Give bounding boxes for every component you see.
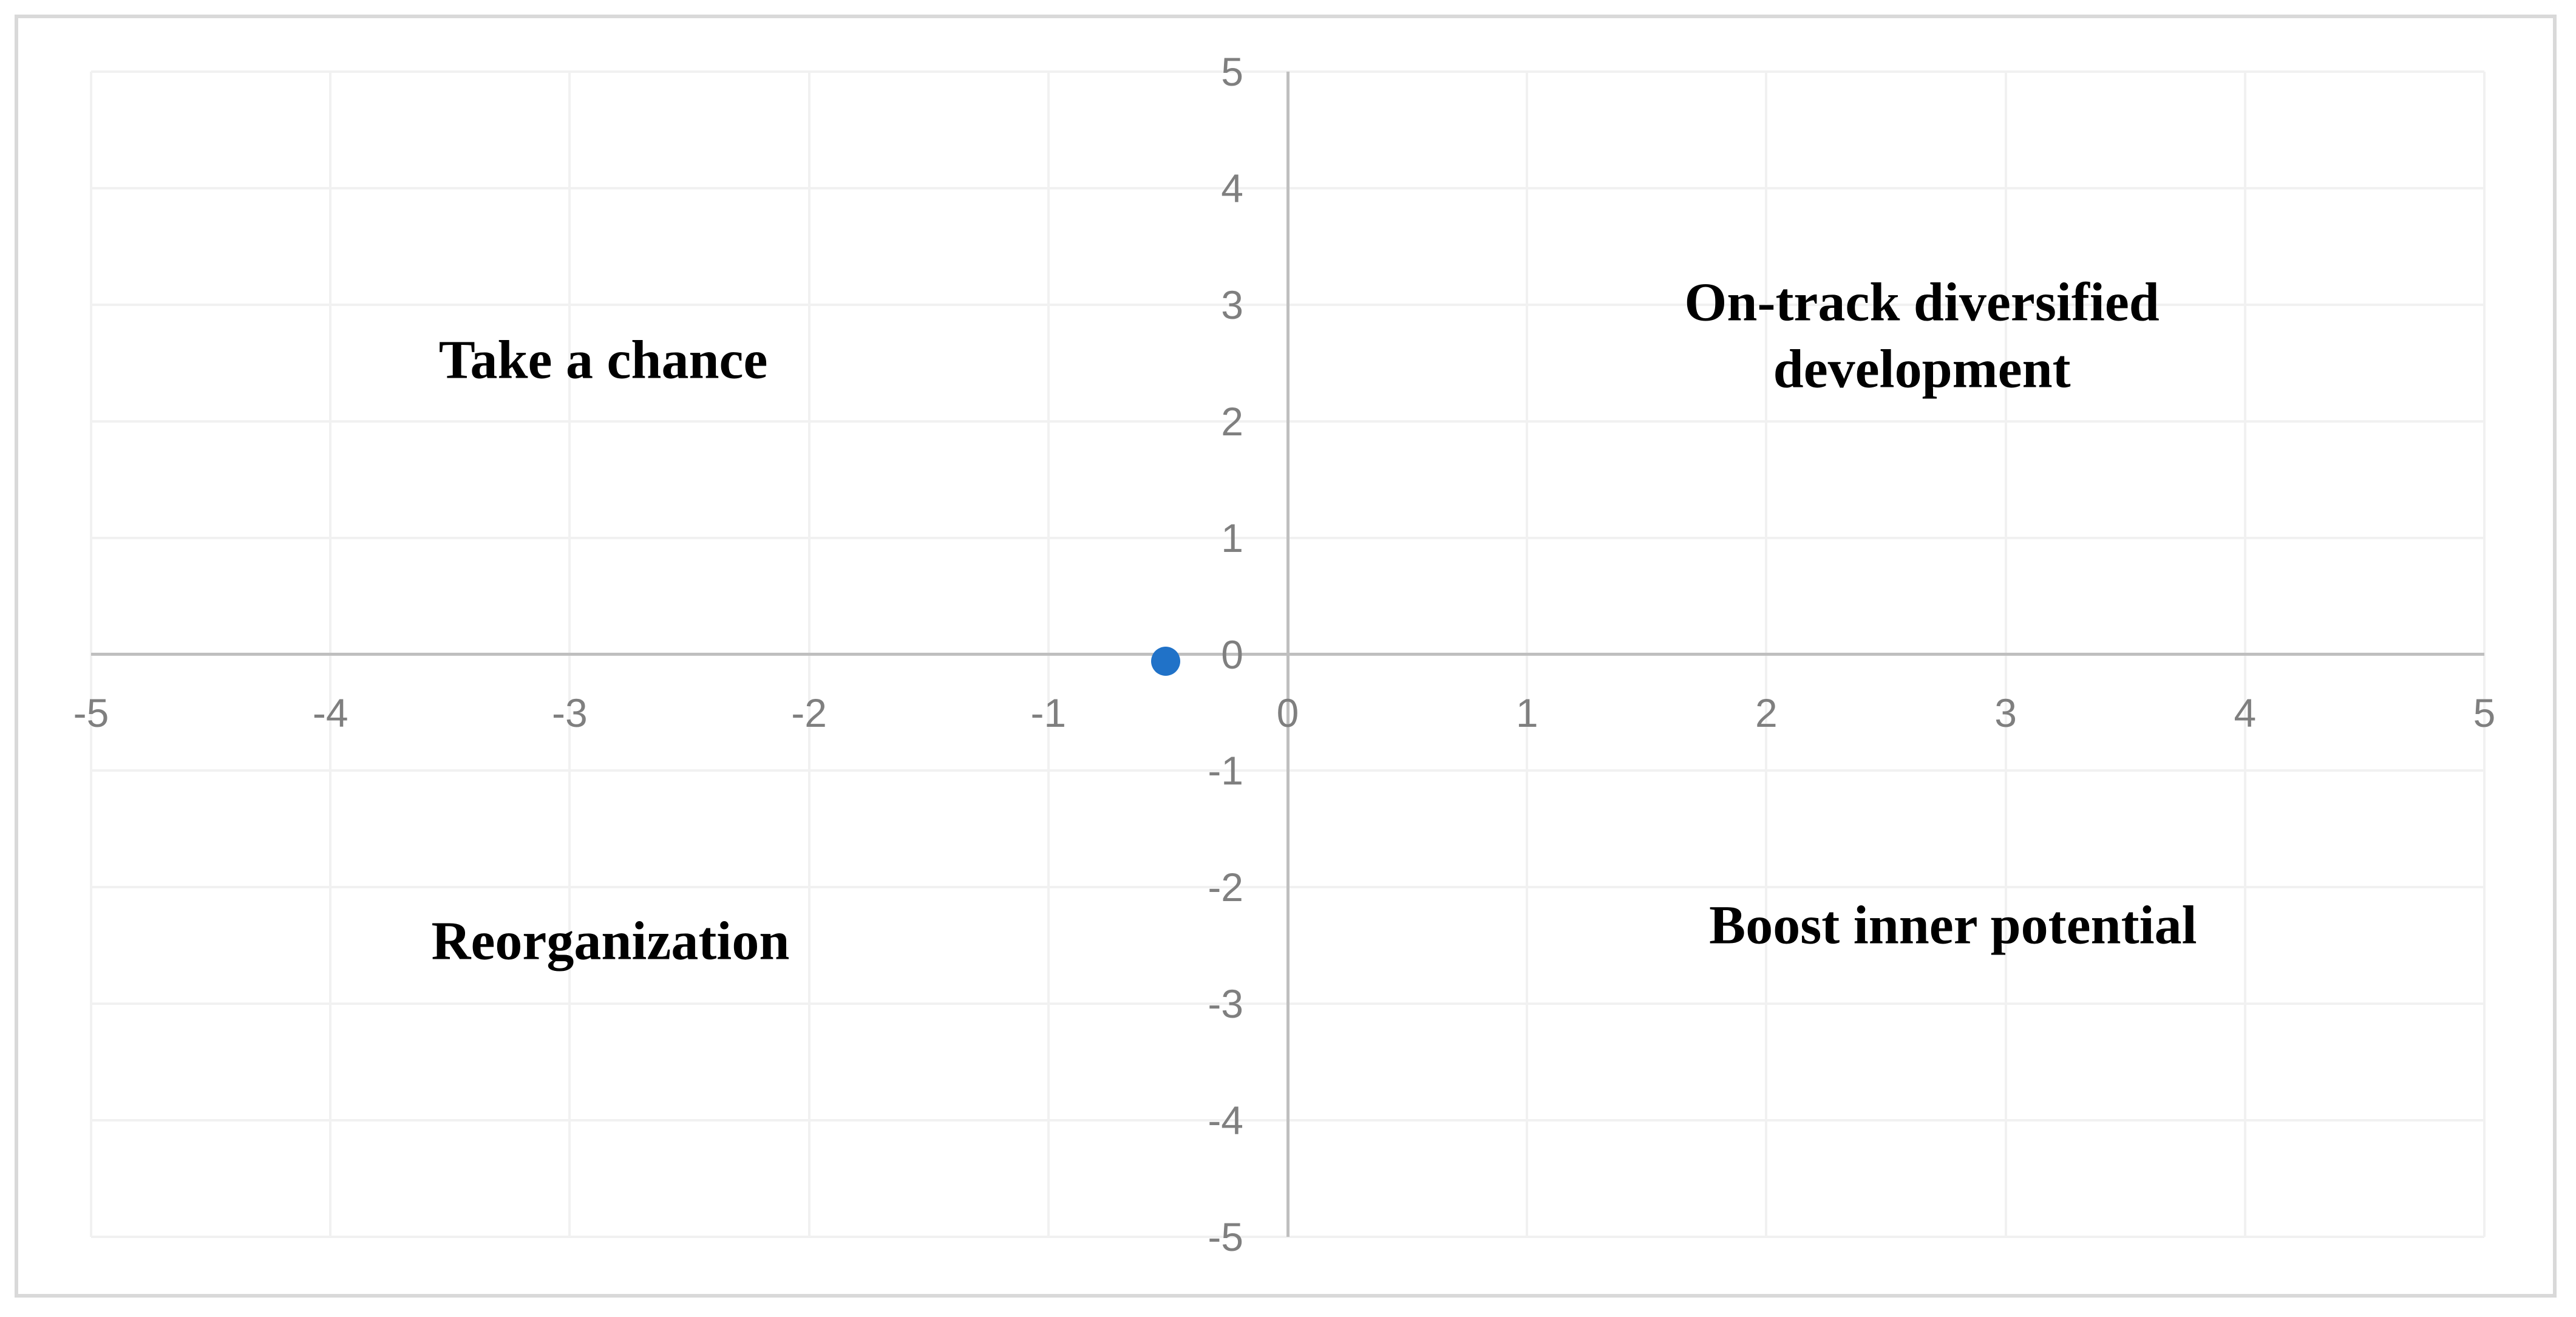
plot-area: -5 -4 -3 -2 -1 0 1 2 3 4 5 5 4 3 2 1 0 -1 -2 -3 -4 -5 Take a c… [73, 52, 2496, 1257]
quadrant-label: Reorganization [431, 911, 790, 972]
scatter-data-point [1150, 647, 1180, 676]
y-axis-tick-label: 5 [1221, 49, 1243, 94]
x-axis-tick-label: -3 [552, 690, 588, 735]
y-axis-tick-label: 0 [1221, 631, 1243, 677]
figure-border [15, 15, 2557, 1298]
quadrant-label: Boost inner potential [1709, 895, 2197, 956]
y-axis-tick-label: 3 [1221, 282, 1243, 327]
y-axis-tick-label: 2 [1221, 398, 1243, 444]
x-axis-tick-label: 1 [1515, 690, 1538, 735]
x-axis-tick-label: 3 [1994, 690, 2017, 735]
gridline-vertical [2483, 72, 2486, 1237]
x-axis-tick-label: 4 [2234, 690, 2257, 735]
x-axis-tick-label: 2 [1755, 690, 1778, 735]
y-axis-tick-label: 4 [1221, 165, 1243, 211]
x-axis-line [91, 653, 2484, 656]
x-axis-tick-label: 0 [1276, 690, 1299, 735]
gridline-horizontal [91, 1236, 2484, 1238]
x-axis-tick-label: -1 [1030, 690, 1067, 735]
x-axis-tick-label: -5 [73, 690, 109, 735]
y-axis-tick-label: -1 [1208, 748, 1243, 794]
y-axis-tick-label: -3 [1208, 981, 1243, 1027]
y-axis-tick-label: 1 [1221, 515, 1243, 560]
quadrant-label: Take a chance [438, 330, 768, 390]
x-axis-tick-label: -2 [791, 690, 827, 735]
x-axis-tick-label: -4 [312, 690, 348, 735]
y-axis-tick-label: -2 [1208, 865, 1243, 910]
y-axis-tick-label: -5 [1208, 1214, 1243, 1259]
x-axis-tick-label: 5 [2473, 690, 2496, 735]
y-axis-tick-label: -4 [1208, 1098, 1243, 1143]
quadrant-label: On-track diversified development [1684, 271, 2160, 400]
